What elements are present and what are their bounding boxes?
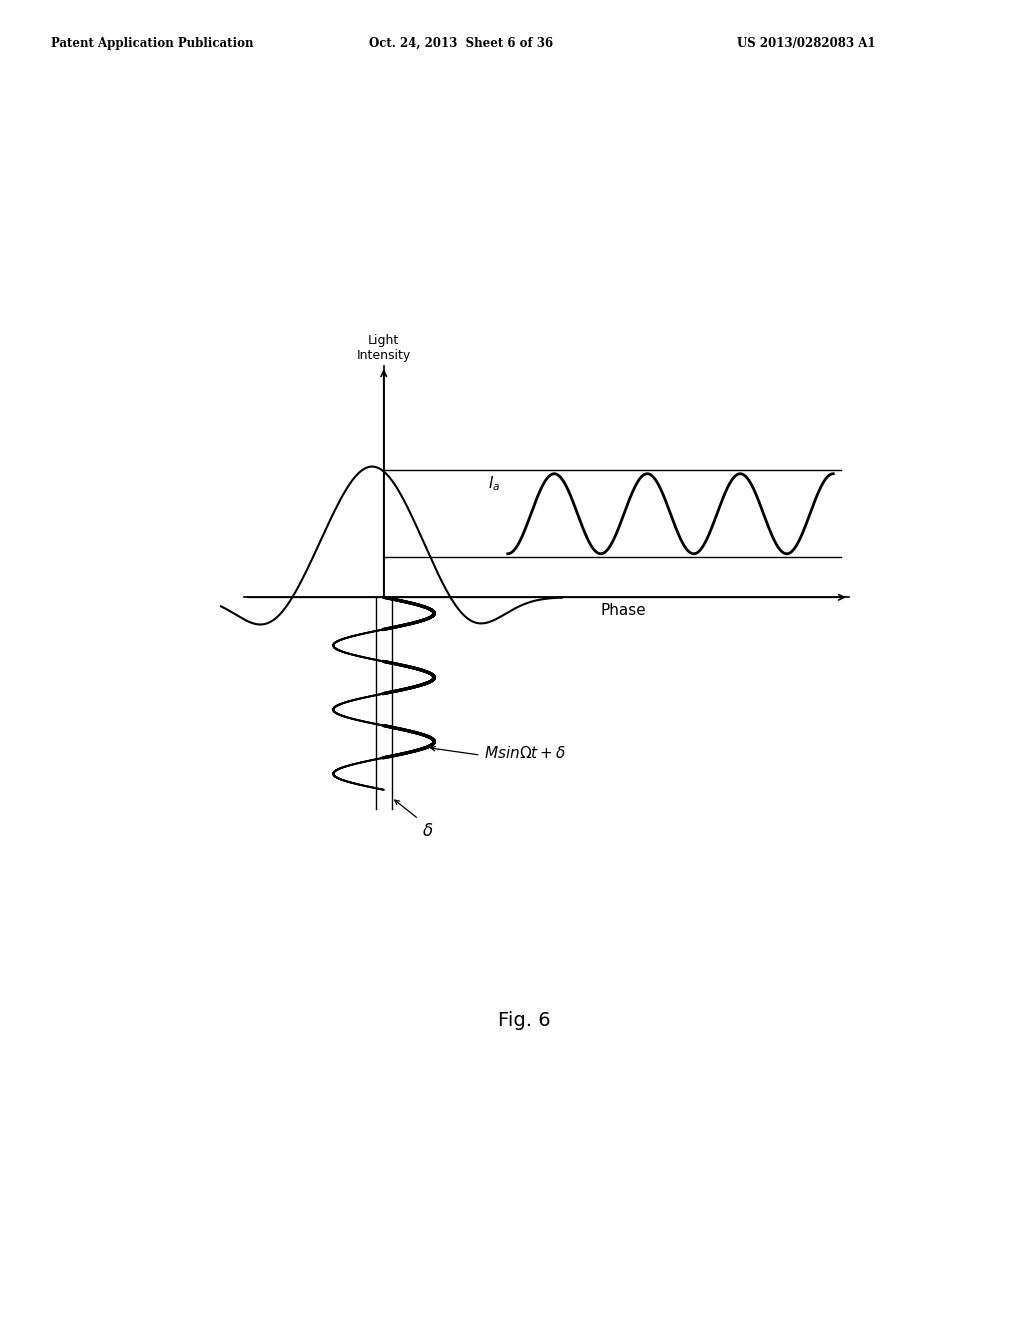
Text: $I_a$: $I_a$ (488, 474, 501, 492)
Text: Patent Application Publication: Patent Application Publication (51, 37, 254, 50)
Text: $Msin\Omega t+\delta$: $Msin\Omega t+\delta$ (484, 744, 566, 760)
Text: $\delta$: $\delta$ (423, 822, 434, 840)
Text: Fig. 6: Fig. 6 (499, 1011, 551, 1031)
Text: US 2013/0282083 A1: US 2013/0282083 A1 (737, 37, 876, 50)
Text: Light
Intensity: Light Intensity (356, 334, 411, 363)
Text: Phase: Phase (601, 603, 646, 619)
Text: Oct. 24, 2013  Sheet 6 of 36: Oct. 24, 2013 Sheet 6 of 36 (369, 37, 553, 50)
